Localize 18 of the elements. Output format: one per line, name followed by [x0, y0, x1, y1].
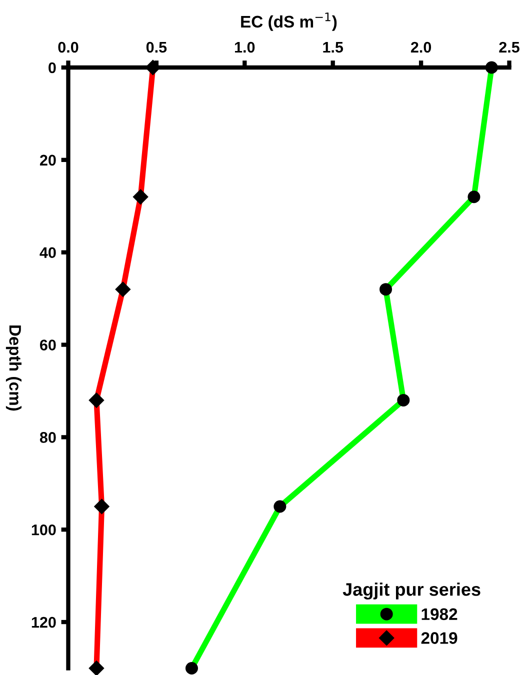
- y-axis-title: Depth (cm): [6, 325, 22, 411]
- x-tick-label: 0.5: [146, 42, 167, 53]
- y-tick-label: 60: [40, 340, 56, 350]
- y-tick-label: 80: [40, 432, 56, 443]
- y-tick-label: 20: [40, 154, 56, 166]
- legend-title: Jagjit pur series: [342, 582, 480, 600]
- x-tick-label: 1.5: [323, 42, 344, 53]
- x-tick-label: 0.0: [58, 42, 78, 53]
- x-tick-label: 2.0: [410, 42, 432, 53]
- y-tick-label: 0: [48, 62, 56, 74]
- legend-label: 2019: [421, 632, 458, 644]
- y-tick-label: 120: [32, 616, 56, 628]
- x-axis-title: EC (dS m$^{−1}$): [241, 12, 337, 31]
- y-tick-label: 100: [32, 524, 56, 536]
- legend-label: 1982: [422, 608, 458, 620]
- x-tick-label: 1.0: [234, 42, 255, 53]
- y-tick-label: 40: [40, 247, 56, 258]
- x-tick-label: 2.5: [499, 42, 520, 53]
